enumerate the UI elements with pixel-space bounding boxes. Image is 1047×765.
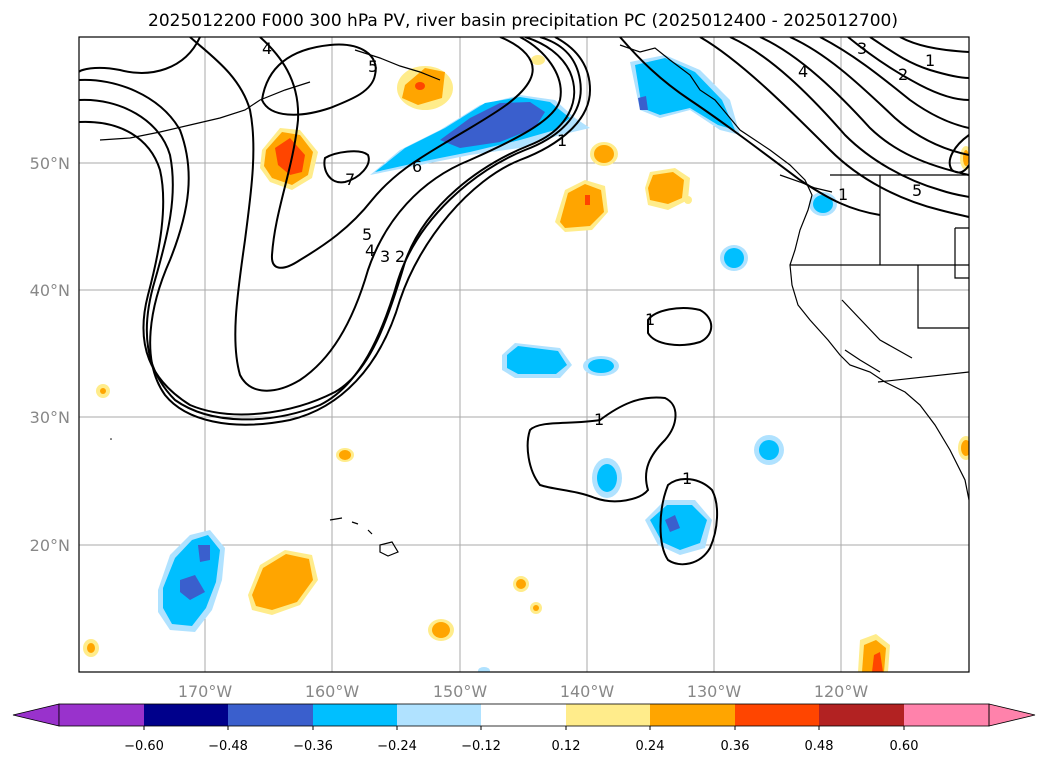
lat-tick-labels: 20°N 30°N 40°N 50°N — [30, 154, 70, 555]
lon-tick-120w: 120°W — [814, 682, 869, 701]
pv-label-2: 2 — [395, 247, 405, 266]
pv-label-1: 1 — [557, 131, 567, 150]
colorbar-ticks — [143, 726, 905, 730]
pv-contours — [79, 37, 969, 566]
figure-title: 2025012200 F000 300 hPa PV, river basin … — [148, 11, 898, 31]
pv-label-1b: 1 — [645, 310, 655, 329]
pv-label-1f: 1 — [838, 185, 848, 204]
pv-label-3: 3 — [380, 247, 390, 266]
colorbar-label-8: 0.48 — [805, 739, 834, 754]
pv-label-3b: 3 — [857, 39, 867, 58]
colorbar-label-1: −0.48 — [208, 739, 248, 754]
colorbar-bin-6 — [566, 704, 650, 726]
pv-label-5b: 5 — [362, 225, 372, 244]
lon-tick-170w: 170°W — [178, 682, 233, 701]
colorbar-bin-0 — [59, 704, 144, 726]
contour-labels: 4 5 7 6 1 5 4 3 2 1 1 1 3 2 1 4 5 1 — [262, 39, 935, 488]
pv-label-5: 5 — [368, 57, 378, 76]
pv-label-4b: 4 — [365, 241, 375, 260]
pv-label-4: 4 — [262, 39, 272, 58]
lon-tick-labels: 170°W 160°W 150°W 140°W 130°W 120°W — [178, 682, 869, 701]
lat-tick-30n: 30°N — [30, 408, 70, 427]
lon-tick-150w: 150°W — [433, 682, 488, 701]
colorbar-label-0: −0.60 — [124, 739, 164, 754]
colorbar-bin-8 — [735, 704, 819, 726]
lon-tick-130w: 130°W — [687, 682, 742, 701]
colorbar-bin-1 — [144, 704, 228, 726]
map-panel: 4 5 7 6 1 5 4 3 2 1 1 1 3 2 1 4 5 1 — [79, 37, 969, 672]
colorbar-label-5: 0.12 — [552, 739, 581, 754]
map-frame — [78, 36, 970, 673]
colorbar-label-4: −0.12 — [461, 739, 501, 754]
pv-label-1e: 1 — [925, 51, 935, 70]
pv-label-4c: 4 — [798, 62, 808, 81]
colorbar-label-7: 0.36 — [721, 739, 750, 754]
colorbar-bin-5 — [481, 704, 566, 726]
lon-tick-160w: 160°W — [305, 682, 360, 701]
colorbar-label-3: −0.24 — [377, 739, 417, 754]
pv-label-5c: 5 — [912, 181, 922, 200]
lat-tick-40n: 40°N — [30, 281, 70, 300]
colorbar-label-9: 0.60 — [890, 739, 919, 754]
colorbar-bin-7 — [650, 704, 735, 726]
colorbar-bin-4 — [397, 704, 481, 726]
pv-label-1d: 1 — [682, 469, 692, 488]
colorbar-bin-9 — [819, 704, 904, 726]
colorbar-label-2: −0.36 — [293, 739, 333, 754]
colorbar-bin-10 — [904, 704, 989, 726]
colorbar-bin-3 — [313, 704, 397, 726]
pv-label-7: 7 — [345, 170, 355, 189]
lat-tick-50n: 50°N — [30, 154, 70, 173]
colorbar: −0.60 −0.48 −0.36 −0.24 −0.12 0.12 0.24 … — [12, 703, 1036, 754]
pv-label-1c: 1 — [594, 410, 604, 429]
colorbar-label-6: 0.24 — [636, 739, 665, 754]
colorbar-bin-2 — [228, 704, 313, 726]
lat-tick-20n: 20°N — [30, 536, 70, 555]
lon-tick-140w: 140°W — [560, 682, 615, 701]
pv-label-2b: 2 — [898, 65, 908, 84]
pv-label-6: 6 — [412, 157, 422, 176]
